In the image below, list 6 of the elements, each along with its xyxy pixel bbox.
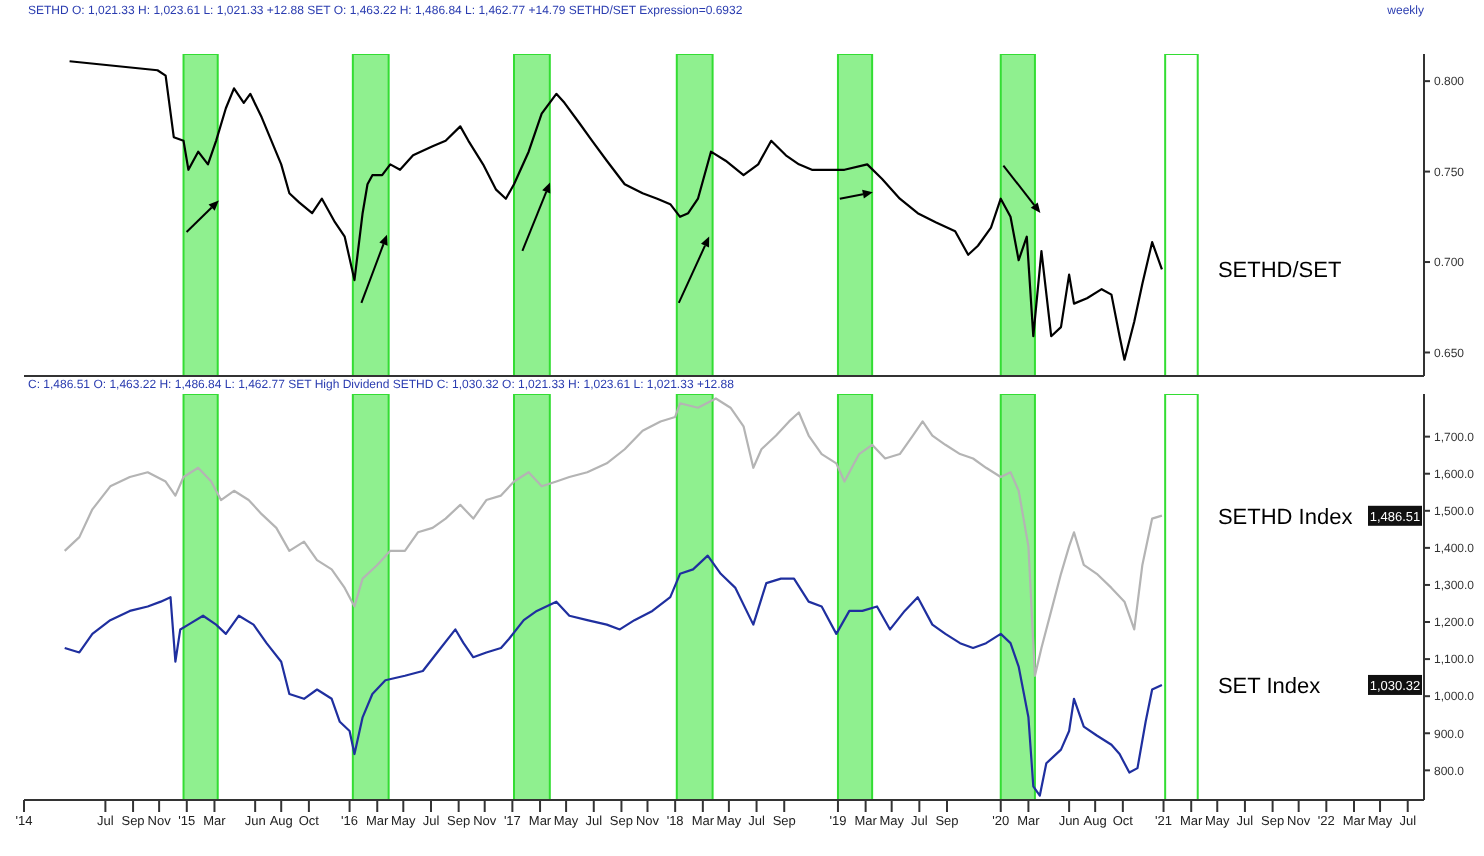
text: SETHD/SET [1217, 259, 1342, 284]
line-series [68, 60, 1164, 361]
text: SET Index [1217, 675, 1322, 700]
line-series [63, 554, 1164, 797]
text: SETHD Index [1217, 505, 1354, 530]
line-series [63, 397, 1164, 677]
